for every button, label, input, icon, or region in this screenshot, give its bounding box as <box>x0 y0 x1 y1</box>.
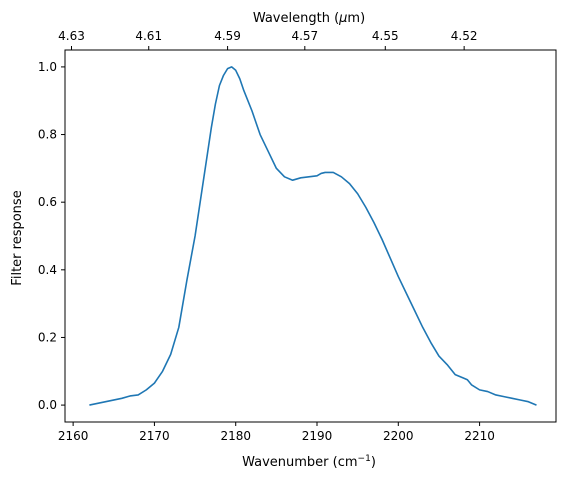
bottom-x-axis: 2160 2170 2180 2190 2200 2210 <box>58 422 495 443</box>
y-tick-label: 0.0 <box>38 398 57 412</box>
y-tick-label: 1.0 <box>38 60 57 74</box>
x-axis-label: Wavenumber (cm−1) <box>242 454 376 470</box>
top-tick-label: 4.59 <box>214 29 241 43</box>
x-tick-label: 2210 <box>464 429 495 443</box>
y-tick-label: 0.4 <box>38 263 57 277</box>
y-axis: 0.0 0.2 0.4 0.6 0.8 1.0 <box>38 60 65 412</box>
top-tick-label: 4.52 <box>451 29 478 43</box>
top-tick-label: 4.61 <box>135 29 162 43</box>
x-tick-label: 2170 <box>139 429 170 443</box>
plot-layer <box>89 66 537 406</box>
y-tick-label: 0.8 <box>38 128 57 142</box>
y-axis-label: Filter response <box>10 190 25 285</box>
y-tick-label: 0.2 <box>38 330 57 344</box>
x-tick-label: 2200 <box>383 429 414 443</box>
plot-frame <box>64 49 557 423</box>
top-x-axis-label: Wavelength (μm) <box>253 11 365 26</box>
x-tick-label: 2160 <box>58 429 89 443</box>
top-tick-label: 4.55 <box>372 29 399 43</box>
x-tick-label: 2180 <box>220 429 251 443</box>
top-tick-label: 4.63 <box>58 29 85 43</box>
top-x-axis: 4.63 4.61 4.59 4.57 4.55 4.52 <box>58 29 478 50</box>
x-axis-label-superscript: −1 <box>358 454 371 464</box>
x-tick-label: 2190 <box>302 429 333 443</box>
series-line <box>89 66 537 406</box>
top-tick-label: 4.57 <box>291 29 318 43</box>
y-tick-label: 0.6 <box>38 195 57 209</box>
